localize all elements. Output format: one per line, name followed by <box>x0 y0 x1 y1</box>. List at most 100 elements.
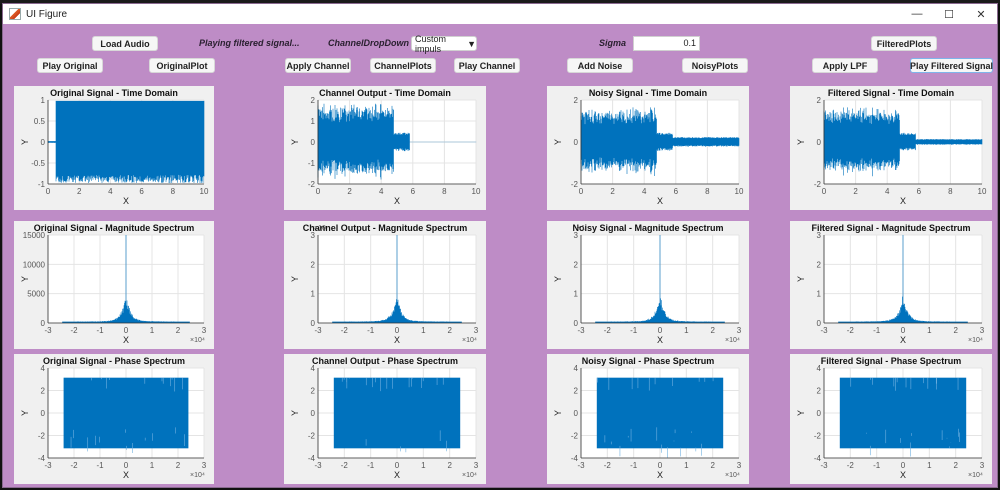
minimize-icon[interactable]: — <box>911 8 923 20</box>
noisy-phase-plot[interactable]: Noisy Signal - Phase Spectrum -3 -2 -1 0 1 2 3 4… <box>547 354 749 484</box>
svg-text:0.5: 0.5 <box>34 117 46 126</box>
svg-text:0: 0 <box>316 187 321 196</box>
svg-text:0: 0 <box>124 461 129 470</box>
svg-text:2: 2 <box>574 96 579 105</box>
title-bar[interactable]: UI Figure — ☐ ✕ <box>3 4 997 24</box>
y-axis-label: Y <box>553 409 564 417</box>
channel-dropdown-label: ChannelDropDown <box>328 38 409 48</box>
svg-text:4: 4 <box>642 187 647 196</box>
svg-text:0: 0 <box>579 187 584 196</box>
x-axis-label: X <box>394 470 401 480</box>
svg-text:3: 3 <box>311 231 316 240</box>
svg-text:3: 3 <box>737 461 742 470</box>
svg-text:-1: -1 <box>96 461 104 470</box>
svg-text:2: 2 <box>574 260 579 269</box>
dropdown-arrow-icon: ▼ <box>467 38 476 49</box>
svg-text:-1: -1 <box>873 461 881 470</box>
maximize-icon[interactable]: ☐ <box>944 8 954 21</box>
svg-text:-2: -2 <box>571 432 579 441</box>
channel-dropdown[interactable]: Custom impuls ▼ <box>411 34 477 54</box>
desktop-background <box>0 0 1000 4</box>
chan-phase-plot[interactable]: Channel Output - Phase Spectrum -3 -2 -1 0 1 2… <box>284 354 486 484</box>
filt-phase-plot[interactable]: Filtered Signal - Phase Spectrum -3 -2 -1 0 1… <box>790 354 992 484</box>
svg-text:-2: -2 <box>847 461 855 470</box>
noisy-mag-plot[interactable]: Noisy Signal - Magnitude Spectrum -3 -2 -1 0… <box>547 221 749 349</box>
svg-text:-1: -1 <box>630 461 638 470</box>
svg-text:1: 1 <box>684 326 689 335</box>
x-exponent-label: ×10⁴ <box>725 337 740 344</box>
svg-text:-3: -3 <box>820 326 828 335</box>
noisy-plots-button[interactable]: NoisyPlots <box>682 58 748 73</box>
svg-text:2: 2 <box>817 96 822 105</box>
x-axis-label: X <box>394 196 401 206</box>
x-exponent-label: ×10⁴ <box>968 337 983 344</box>
svg-text:8: 8 <box>442 187 447 196</box>
svg-text:4: 4 <box>885 187 890 196</box>
play-filtered-signal-button[interactable]: Play Filtered Signal <box>910 58 993 73</box>
svg-text:1: 1 <box>311 117 316 126</box>
filt-mag-plot[interactable]: Filtered Signal - Magnitude Spectrum -3 -2… <box>790 221 992 349</box>
filt-time-plot[interactable]: Filtered Signal - Time Domain 0 2 4 6 8 10 2 0 -2… <box>790 86 992 210</box>
axes: -3 -2 -1 0 1 2 3 4 2 0 -2 -4 <box>571 364 742 470</box>
load-audio-button[interactable]: Load Audio <box>92 36 158 51</box>
sigma-input[interactable]: 0.1 <box>633 36 700 51</box>
y-axis-label: Y <box>290 409 301 417</box>
x-axis-label: X <box>123 196 130 206</box>
x-axis-label: X <box>123 470 130 480</box>
svg-text:10000: 10000 <box>23 260 46 269</box>
svg-text:2: 2 <box>953 326 958 335</box>
x-axis-label: X <box>657 335 664 345</box>
svg-text:-3: -3 <box>820 461 828 470</box>
x-exponent-label: ×10⁴ <box>190 337 205 344</box>
svg-text:2: 2 <box>953 461 958 470</box>
status-label: Playing filtered signal... <box>199 38 300 48</box>
svg-text:-1: -1 <box>367 326 375 335</box>
y-axis-label: Y <box>796 275 807 283</box>
svg-text:-1: -1 <box>367 461 375 470</box>
svg-text:8: 8 <box>171 187 176 196</box>
svg-text:10: 10 <box>472 187 481 196</box>
y-axis-label: Y <box>20 409 31 417</box>
svg-text:4: 4 <box>817 364 822 373</box>
svg-text:10: 10 <box>200 187 209 196</box>
filtered-plots-button[interactable]: FilteredPlots <box>871 36 937 51</box>
chan-mag-plot[interactable]: Channel Output - Magnitude Spectrum -3 -2-… <box>284 221 486 349</box>
noisy-time-plot[interactable]: Noisy Signal - Time Domain 0 2 4 6 8 10 2 0 -2 Y X <box>547 86 749 210</box>
svg-text:3: 3 <box>817 231 822 240</box>
svg-text:2: 2 <box>817 260 822 269</box>
apply-lpf-button[interactable]: Apply LPF <box>812 58 878 73</box>
plot-title: Filtered Signal - Time Domain <box>827 88 955 98</box>
svg-text:0: 0 <box>311 409 316 418</box>
svg-text:4: 4 <box>311 364 316 373</box>
svg-text:0: 0 <box>574 319 579 328</box>
svg-text:0: 0 <box>817 319 822 328</box>
plot-title: Noisy Signal - Magnitude Spectrum <box>572 223 724 233</box>
svg-text:-1: -1 <box>96 326 104 335</box>
svg-text:4: 4 <box>379 187 384 196</box>
svg-text:1: 1 <box>311 290 316 299</box>
play-original-button[interactable]: Play Original <box>37 58 103 73</box>
svg-text:0: 0 <box>395 326 400 335</box>
svg-text:0: 0 <box>658 461 663 470</box>
svg-text:3: 3 <box>202 461 207 470</box>
play-channel-button[interactable]: Play Channel <box>454 58 520 73</box>
close-icon[interactable]: ✕ <box>976 8 986 21</box>
sigma-label: Sigma <box>599 38 627 48</box>
orig-time-plot[interactable]: Original Signal - Time Domain 0 2 4 6 8 10 1 0.5… <box>14 86 214 210</box>
svg-text:3: 3 <box>737 326 742 335</box>
channel-plots-button[interactable]: ChannelPlots <box>370 58 436 73</box>
svg-text:-2: -2 <box>814 432 822 441</box>
svg-text:0: 0 <box>817 409 822 418</box>
orig-mag-plot[interactable]: Original Signal - Magnitude Spectrum -3 -2… <box>14 221 214 349</box>
plot-title: Channel Output - Magnitude Spectrum <box>302 223 468 233</box>
add-noise-button[interactable]: Add Noise <box>567 58 633 73</box>
apply-channel-button[interactable]: Apply Channel <box>285 58 351 73</box>
y-axis-label: Y <box>290 275 301 283</box>
svg-text:2: 2 <box>853 187 858 196</box>
orig-phase-plot[interactable]: Original Signal - Phase Spectrum -3 -2 -1 0 1… <box>14 354 214 484</box>
svg-text:3: 3 <box>980 461 985 470</box>
original-plot-button[interactable]: OriginalPlot <box>149 58 215 73</box>
y-axis-label: Y <box>20 138 31 146</box>
chan-time-plot[interactable]: Channel Output - Time Domain 0 2 4 6 8 10 2 1 0 -1… <box>284 86 486 210</box>
